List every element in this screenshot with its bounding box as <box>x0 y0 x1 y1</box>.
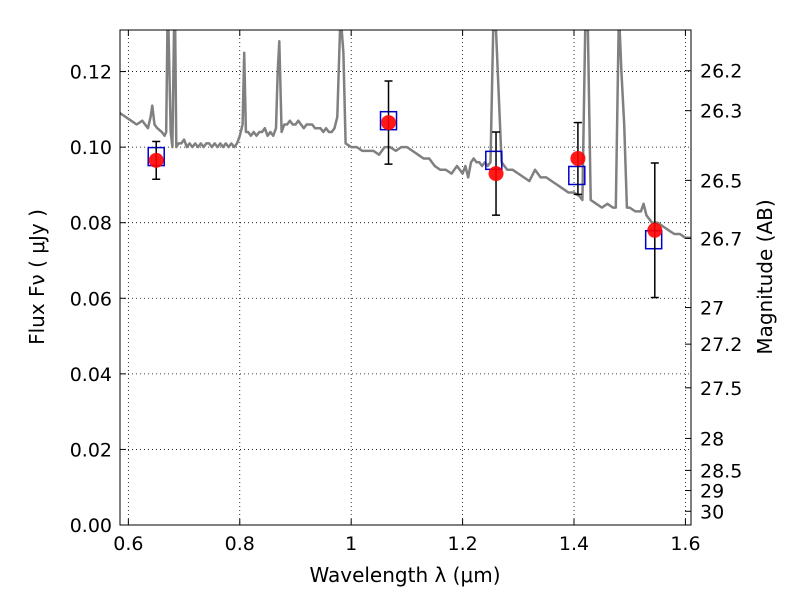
y-tick-label: 0.12 <box>70 62 112 84</box>
magnitude-tick-label: 27.2 <box>700 334 742 356</box>
x-tick-label: 1.6 <box>670 533 700 555</box>
y-tick-label: 0.00 <box>70 515 112 537</box>
y-tick-label: 0.06 <box>70 288 112 310</box>
magnitude-tick-label: 26.2 <box>700 61 742 83</box>
magnitude-tick-label: 26.5 <box>700 170 742 192</box>
observed-circle-point <box>570 150 586 166</box>
x-tick-label: 1.4 <box>559 533 589 555</box>
marker-series <box>147 80 663 299</box>
x-tick-label: 0.6 <box>113 533 143 555</box>
magnitude-tick-label: 27 <box>700 298 724 320</box>
magnitude-tick-label: 26.3 <box>700 101 742 123</box>
observed-circle-point <box>647 222 663 238</box>
y-tick-label: 0.08 <box>70 213 112 235</box>
y-tick-label: 0.02 <box>70 439 112 461</box>
axis-ticks: 0.6 0.8 1 1.2 1.4 1.6 0.00 0.02 0.04 0.06 0.08 0.10… <box>70 30 742 555</box>
y-tick-label: 0.04 <box>70 364 112 386</box>
observed-circle-point <box>148 152 164 168</box>
y-tick-label: 0.10 <box>70 137 112 159</box>
observed-circle-point <box>488 166 504 182</box>
magnitude-tick-label: 29 <box>700 481 724 503</box>
magnitude-tick-label: 30 <box>700 501 724 523</box>
magnitude-tick-label: 28 <box>700 428 724 450</box>
right-axis-label: Magnitude (AB) <box>753 199 777 354</box>
plot-frame <box>119 29 692 526</box>
spectrum-series <box>120 30 691 240</box>
grid <box>120 30 691 526</box>
x-tick-label: 1 <box>345 533 357 555</box>
x-tick-label: 1.2 <box>447 533 477 555</box>
x-axis-label: Wavelength λ (μm) <box>309 563 500 587</box>
spectrum-line <box>120 30 691 240</box>
magnitude-tick-label: 28.5 <box>700 460 742 482</box>
model-square-point <box>568 165 586 186</box>
x-tick-label: 0.8 <box>225 533 255 555</box>
magnitude-tick-label: 27.5 <box>700 378 742 400</box>
magnitude-tick-label: 26.7 <box>700 228 742 250</box>
observed-circle-point <box>381 115 397 131</box>
y-axis-label: Flux Fν ( μJy ) <box>25 209 49 345</box>
